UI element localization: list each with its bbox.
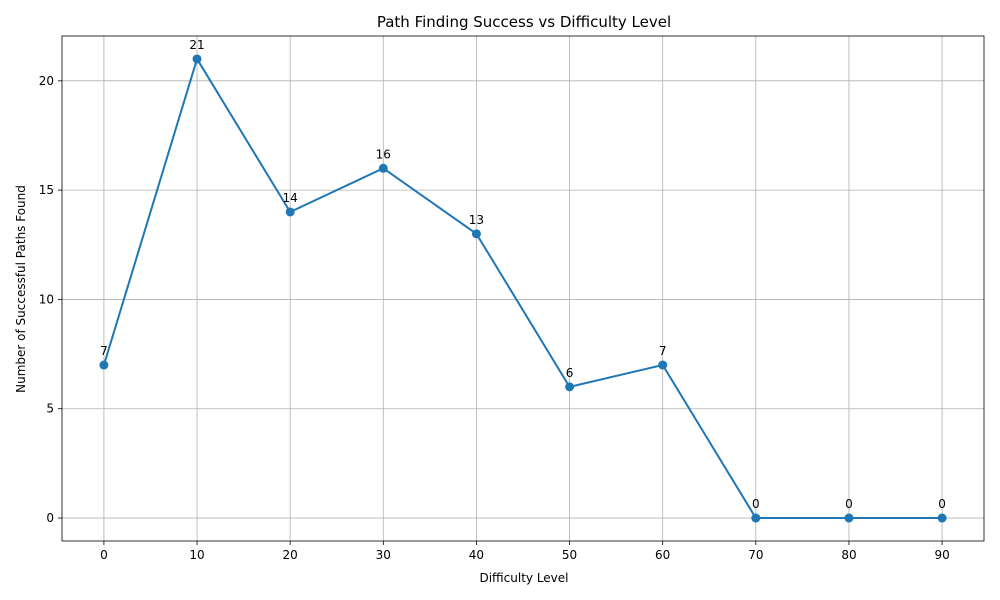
data-point bbox=[99, 360, 109, 370]
data-label: 13 bbox=[469, 213, 484, 227]
data-point bbox=[565, 382, 575, 392]
data-label: 0 bbox=[938, 497, 946, 511]
x-tick-label: 10 bbox=[189, 548, 204, 562]
y-tick-label: 10 bbox=[39, 292, 54, 306]
data-label: 0 bbox=[845, 497, 853, 511]
data-label: 14 bbox=[283, 191, 298, 205]
x-tick-label: 40 bbox=[469, 548, 484, 562]
series-layer bbox=[99, 54, 947, 523]
y-tick-label: 20 bbox=[39, 74, 54, 88]
x-tick-label: 0 bbox=[100, 548, 108, 562]
y-tick-label: 0 bbox=[46, 511, 54, 525]
series-line bbox=[102, 57, 943, 520]
x-tick-label: 80 bbox=[841, 548, 856, 562]
data-label: 0 bbox=[752, 497, 760, 511]
y-axis-label: Number of Successful Paths Found bbox=[14, 185, 28, 393]
data-label: 21 bbox=[189, 38, 204, 52]
data-point bbox=[378, 163, 388, 173]
x-tick-label: 90 bbox=[934, 548, 949, 562]
x-tick-label: 20 bbox=[283, 548, 298, 562]
data-point bbox=[658, 360, 668, 370]
grid-lines bbox=[62, 36, 984, 541]
x-axis-label: Difficulty Level bbox=[479, 571, 568, 585]
data-point bbox=[844, 513, 854, 523]
plot-frame bbox=[61, 35, 985, 542]
data-label: 6 bbox=[566, 366, 574, 380]
data-label: 7 bbox=[659, 344, 667, 358]
data-point bbox=[937, 513, 947, 523]
chart-title: Path Finding Success vs Difficulty Level bbox=[377, 13, 671, 31]
x-tick-label: 30 bbox=[376, 548, 391, 562]
data-point bbox=[751, 513, 761, 523]
y-tick-label: 15 bbox=[39, 183, 54, 197]
data-point bbox=[471, 229, 481, 239]
data-point bbox=[285, 207, 295, 217]
data-labels: 7 21 14 16 13 6 7 0 0 0 bbox=[100, 38, 946, 511]
x-tick-label: 70 bbox=[748, 548, 763, 562]
y-tick-label: 5 bbox=[46, 402, 54, 416]
x-tick-label: 50 bbox=[562, 548, 577, 562]
data-label: 16 bbox=[376, 147, 391, 161]
data-point bbox=[192, 54, 202, 64]
data-label: 7 bbox=[100, 344, 108, 358]
x-tick-label: 60 bbox=[655, 548, 670, 562]
